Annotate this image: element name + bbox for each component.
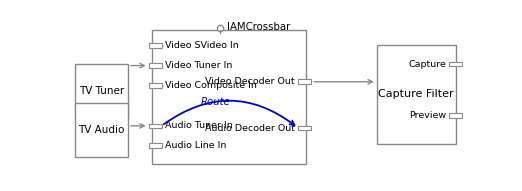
Bar <box>377 45 456 143</box>
Text: Video SVideo In: Video SVideo In <box>165 41 239 50</box>
Text: Video Tuner In: Video Tuner In <box>165 61 232 70</box>
Bar <box>75 103 128 157</box>
Text: Audio Tuner In: Audio Tuner In <box>165 121 232 130</box>
Text: Video Composite In: Video Composite In <box>165 81 257 90</box>
Bar <box>149 63 161 68</box>
Text: IAMCrossbar: IAMCrossbar <box>228 22 291 32</box>
Text: Video Decoder Out: Video Decoder Out <box>206 77 295 86</box>
Bar <box>149 83 161 88</box>
Text: Capture: Capture <box>408 60 446 69</box>
Text: Preview: Preview <box>409 111 446 120</box>
Text: Audio Decoder Out: Audio Decoder Out <box>205 124 295 133</box>
Bar <box>149 143 161 148</box>
Text: TV Audio: TV Audio <box>78 125 125 135</box>
Text: Audio Line In: Audio Line In <box>165 141 226 150</box>
Bar <box>149 124 161 128</box>
Bar <box>298 126 311 130</box>
Text: Route: Route <box>201 97 231 107</box>
Bar <box>149 43 161 48</box>
Text: TV Tuner: TV Tuner <box>79 86 124 96</box>
Bar <box>152 30 306 164</box>
Bar <box>75 64 128 118</box>
Bar <box>449 62 462 66</box>
Bar <box>298 79 311 84</box>
Bar <box>449 113 462 118</box>
Text: Capture Filter: Capture Filter <box>378 89 454 99</box>
